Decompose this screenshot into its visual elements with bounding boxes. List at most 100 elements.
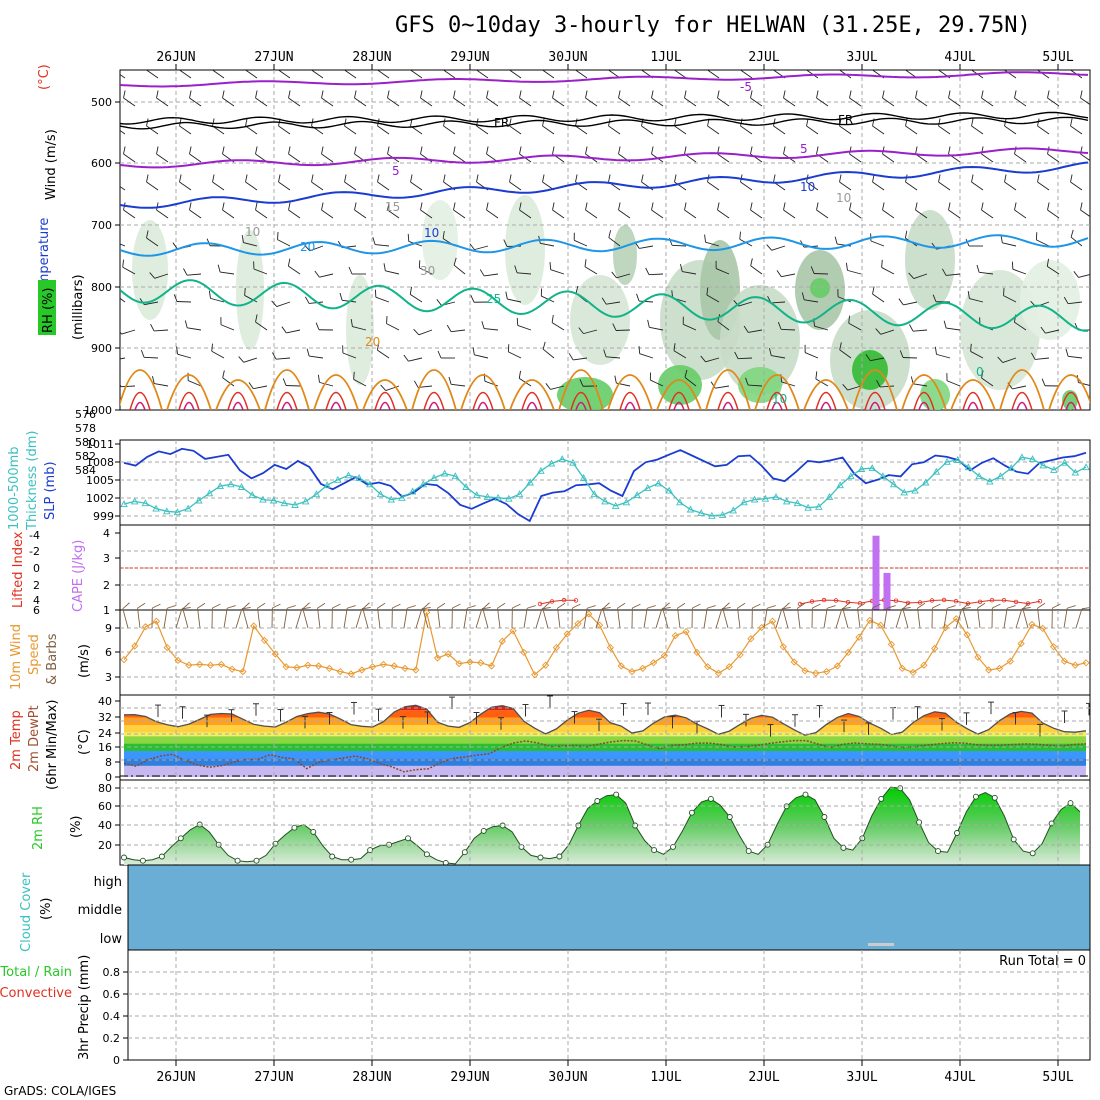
wind-barb <box>222 370 235 387</box>
wind-barb <box>849 202 862 219</box>
li-ytick: 6 <box>33 604 40 617</box>
wind10-ytick: 6 <box>105 646 112 659</box>
wind10-barb <box>631 603 641 629</box>
wind10-barb <box>403 605 416 629</box>
wind-barb <box>443 70 456 79</box>
wind-barb <box>120 70 126 79</box>
wind10-barb <box>422 602 430 629</box>
top-date-label: 26JUN <box>156 50 195 65</box>
wind-barb <box>1003 288 1017 303</box>
wind-barb <box>876 379 895 388</box>
wind-barb <box>568 353 588 361</box>
contour-35 <box>869 401 881 410</box>
wind10-barb <box>1022 602 1030 629</box>
contour-35 <box>1016 401 1028 410</box>
wind-barb <box>420 202 433 219</box>
wind-speed-point <box>855 633 863 641</box>
wind-barb <box>453 90 466 107</box>
wind-barb <box>1070 118 1083 135</box>
wind10-barb <box>722 602 730 629</box>
wind-barb <box>120 293 126 303</box>
wind-barb <box>314 270 334 278</box>
wind-speed-point <box>844 648 852 657</box>
wind-barb <box>255 314 268 331</box>
wind10-barb <box>857 602 866 629</box>
wind-barb <box>976 264 994 275</box>
cloud-cover-fill <box>127 864 1091 951</box>
top-date-labels: 26JUN 27JUN 28JUN 29JUN 30JUN 1JUL 2JUL 3JUL 4JU… <box>156 50 1074 70</box>
rh2m-unit: (%) <box>69 816 84 839</box>
wind-speed-point <box>833 662 842 670</box>
wind-barb <box>845 262 862 275</box>
wind-barb <box>783 90 796 107</box>
wind10-barb <box>617 602 626 629</box>
thickness-line <box>123 456 1087 517</box>
wind-barb <box>948 202 961 219</box>
cloud-ylabel: Cloud Cover <box>19 872 34 952</box>
wind-barb <box>377 118 390 135</box>
wind-barb <box>376 342 390 359</box>
rh2m-ytick: 40 <box>98 819 112 832</box>
wind-barb <box>387 202 400 219</box>
wind10-barb <box>797 602 806 629</box>
dewpt-ylabel: 2m DewPt <box>27 705 42 772</box>
contour-30 <box>472 391 494 410</box>
rh-point <box>177 835 184 842</box>
slp-ylabel: SLP (mb) <box>43 461 58 520</box>
contour-35 <box>722 401 734 410</box>
wind-barb <box>353 371 367 387</box>
precip-ytick: 0.8 <box>103 966 121 979</box>
wind10-barb <box>583 605 596 629</box>
bottom-date-label: 3JUL <box>846 1070 877 1085</box>
wind10-barb <box>703 605 716 629</box>
rh-shading <box>557 377 613 410</box>
wind-speed-point <box>790 658 798 666</box>
thickness-point <box>312 490 321 498</box>
wind-barb <box>638 346 654 359</box>
contour-35 <box>771 401 783 410</box>
wind10-barb <box>917 602 926 629</box>
wind-barb <box>448 376 466 387</box>
contour-30 <box>276 391 298 410</box>
contour-25 <box>1048 374 1090 410</box>
wind10-barb <box>842 602 850 629</box>
wind-speed-point <box>250 622 258 630</box>
wind-barb <box>941 268 961 276</box>
wind10-barb <box>871 603 881 629</box>
bottom-date-label: 26JUN <box>156 1070 195 1085</box>
wind-barb <box>618 202 631 219</box>
thickness-point <box>1007 464 1015 472</box>
wind-barb <box>882 90 895 107</box>
wind-barb <box>374 289 390 303</box>
wind-barb <box>222 90 235 107</box>
wind-barb <box>816 202 829 219</box>
slp-line <box>123 447 1087 523</box>
wind-barb <box>1035 232 1050 247</box>
wind-barb <box>304 244 324 252</box>
rh-shading <box>658 365 702 405</box>
top-date-label: 5JUL <box>1042 50 1073 65</box>
cape-bar <box>883 572 891 610</box>
wind-barb <box>505 291 522 303</box>
precip-total-label: Total / Rain <box>0 965 72 980</box>
upper-ytick: 600 <box>91 157 112 170</box>
contour-label: 10 <box>245 225 260 239</box>
wind-barb <box>674 70 687 79</box>
wind10-ylabel-speed: Speed <box>27 634 42 675</box>
wind-barb <box>446 324 466 333</box>
wind10-barb <box>391 603 401 629</box>
rh-point <box>972 793 979 800</box>
contour-30 <box>129 391 151 410</box>
temp-band <box>124 736 1086 744</box>
wind10-barb <box>643 605 656 629</box>
wind-barb <box>872 286 885 303</box>
rh-point <box>329 853 336 860</box>
wind10-barb <box>823 605 836 629</box>
cloud-level-low: low <box>100 932 123 947</box>
rh-shading <box>570 275 630 365</box>
wind-barb <box>120 125 126 135</box>
wind-barb <box>1080 202 1090 219</box>
wind10-barb <box>557 602 566 629</box>
wind10-barb <box>137 602 146 629</box>
temp2m-ytick: 32 <box>98 711 112 724</box>
